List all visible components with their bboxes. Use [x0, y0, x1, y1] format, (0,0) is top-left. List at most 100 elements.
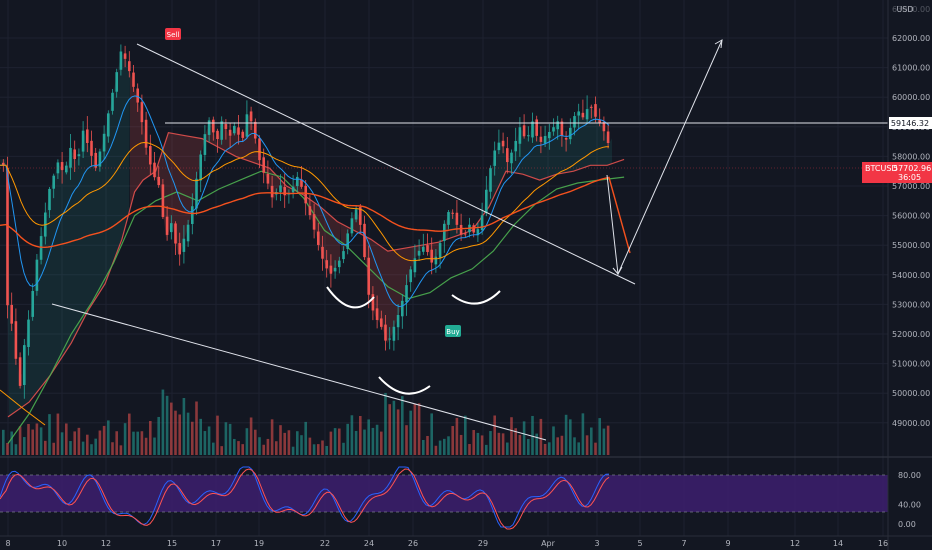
volume-bar	[606, 425, 610, 455]
date-tick-label: 15	[167, 539, 177, 548]
candle-body	[325, 260, 328, 269]
signal-label: Sell	[167, 31, 180, 39]
candle-body	[514, 140, 517, 152]
volume-bar	[65, 423, 68, 455]
volume-bar	[472, 430, 475, 455]
candle-body	[455, 212, 459, 225]
dip-arrowhead	[612, 266, 623, 275]
volume-bar	[447, 436, 450, 455]
volume-bar	[577, 442, 580, 455]
cloud-fill	[130, 71, 340, 275]
volume-bar	[468, 444, 471, 455]
candle-body	[279, 185, 282, 193]
candle-body	[14, 321, 18, 359]
volume-bar	[27, 423, 30, 455]
candle-body	[195, 178, 198, 209]
candle-body	[485, 189, 488, 214]
date-tick-label: 26	[408, 539, 418, 548]
candle-body	[552, 127, 555, 132]
volume-bar	[98, 430, 102, 455]
date-tick-label: 3	[594, 539, 599, 548]
candle-body	[413, 258, 417, 273]
candle-body	[317, 231, 320, 245]
candle-body	[258, 138, 261, 161]
volume-bar	[73, 431, 76, 455]
volume-bar	[417, 403, 421, 455]
candle-body	[430, 249, 433, 263]
volume-bar	[443, 438, 446, 455]
volume-bar	[115, 431, 118, 455]
candle-body	[371, 294, 375, 311]
candle-body	[531, 121, 534, 138]
candle-body	[329, 265, 333, 274]
volume-bar	[270, 419, 274, 455]
candle-body	[522, 125, 526, 137]
volume-bar	[44, 440, 47, 455]
volume-bar	[527, 438, 530, 455]
candle-body	[77, 154, 81, 157]
volume-bar	[39, 427, 43, 455]
candle-body	[350, 218, 354, 234]
date-tick-label: 8	[5, 539, 10, 548]
volume-bar	[31, 429, 34, 455]
candle-body	[543, 136, 547, 144]
volume-bar	[543, 443, 547, 455]
volume-bar	[90, 444, 93, 455]
candle-body	[170, 223, 173, 233]
volume-bar	[359, 415, 362, 455]
candle-body	[602, 122, 606, 132]
candle-body	[90, 140, 93, 156]
price-tick-top: 63000.00	[892, 5, 930, 14]
stochastic-rsi-pane	[0, 456, 932, 530]
ema-slow-line	[0, 176, 631, 254]
volume-bar	[48, 414, 51, 455]
stoch-tick-label: 0.00	[898, 520, 916, 529]
trendline-upper	[136, 43, 636, 285]
candle-body	[375, 308, 379, 320]
candle-body	[48, 188, 51, 211]
date-tick-label: 14	[833, 539, 843, 548]
volume-bar	[149, 420, 152, 455]
volume-bar	[178, 414, 181, 455]
candle-body	[132, 72, 135, 87]
candle-body	[39, 236, 43, 260]
signal-box	[445, 325, 461, 337]
candle-body	[94, 152, 97, 168]
volume-bar	[522, 421, 526, 455]
candle-body	[69, 147, 72, 168]
volume-bar	[384, 392, 387, 455]
volume-bar	[585, 435, 589, 455]
candle-body	[10, 304, 13, 324]
candle-body	[388, 338, 391, 340]
volume-bar	[56, 413, 60, 455]
volume-bar	[10, 431, 13, 455]
volume-bar	[388, 404, 391, 455]
price-tick-label: 61000.00	[892, 64, 930, 73]
volume-bar	[552, 426, 555, 455]
volume-bar	[459, 434, 463, 455]
signal-marker-buy: Buy	[445, 325, 461, 337]
candle-body	[254, 121, 257, 139]
volume-bar	[102, 425, 106, 455]
volume-bar	[199, 418, 202, 455]
stoch-tick-label: 80.00	[898, 471, 921, 480]
candle-body	[506, 148, 509, 163]
volume-bar	[266, 438, 270, 455]
candle-body	[409, 269, 412, 283]
volume-bar	[434, 445, 438, 455]
candle-body	[476, 229, 480, 236]
candle-body	[207, 120, 211, 135]
volume-bar	[564, 414, 568, 455]
volume-bar	[338, 428, 341, 455]
candle-body	[363, 223, 366, 258]
head-curve	[378, 376, 431, 395]
volume-bar	[531, 415, 534, 455]
candle-body	[359, 207, 362, 225]
candle-body	[581, 112, 585, 118]
volume-bar	[81, 441, 85, 455]
signal-box	[165, 28, 181, 40]
candle-body	[501, 140, 505, 147]
candle-body	[384, 324, 387, 341]
